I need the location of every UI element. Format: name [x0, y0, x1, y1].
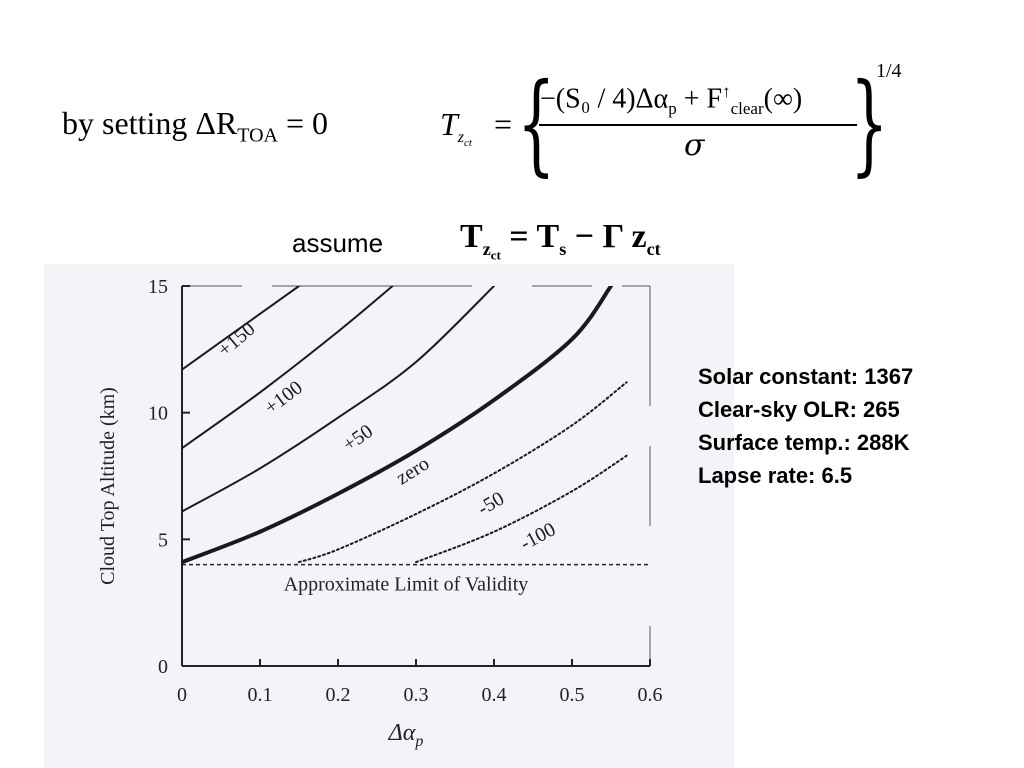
y-tick-label: 10 [148, 403, 168, 425]
y-tick-label: 15 [148, 276, 168, 298]
x-tick-label: 0.4 [482, 684, 507, 706]
equation-exponent: 1/4 [876, 60, 902, 82]
x-tick-label: 0.3 [404, 684, 429, 706]
y-axis-title: Cloud Top Altitude (km) [97, 387, 119, 585]
param-clear-sky-olr: Clear-sky OLR: 265 [698, 397, 900, 422]
x-tick-label: 0.2 [326, 684, 351, 706]
param-lapse-rate: Lapse rate: 6.5 [698, 463, 853, 488]
series-label: zero [392, 452, 433, 489]
condition-text: by setting ΔRTOA = 0 [62, 105, 329, 147]
series-label: -100 [517, 518, 560, 555]
equation-numerator: −(S₀ / 4)Δαp + F↑clear(∞) [540, 82, 803, 118]
cloud-forcing-chart: 0 0.1 0.2 0.3 0.4 0.5 0.6 0 5 10 15 Δαp Cloud Top Al… [97, 276, 663, 750]
left-brace: { [517, 59, 556, 187]
param-surface-temp: Surface temp.: 288K [698, 430, 910, 455]
equation-lhs: Tzct [440, 106, 472, 150]
x-tick-label: 0.6 [638, 684, 663, 706]
figure-scan-background [44, 264, 734, 768]
toa-equation: by setting ΔRTOA = 0 Tzct = { −(S₀ / 4)Δ… [62, 60, 962, 190]
series-label: +50 [339, 420, 377, 456]
equation-denominator: σ [684, 128, 705, 163]
series-line [182, 286, 300, 371]
validity-limit-label: Approximate Limit of Validity [284, 574, 529, 596]
x-axis-title-sub: p [414, 733, 423, 750]
x-tick-label: 0 [177, 684, 187, 706]
series-label: -50 [474, 488, 508, 520]
right-brace: } [850, 59, 889, 187]
series-label: +150 [214, 318, 260, 361]
series-line [182, 286, 613, 565]
y-tick-label: 5 [158, 529, 168, 551]
y-tick-label: 0 [158, 656, 168, 678]
series-line [182, 286, 495, 513]
equals-sign: = [494, 106, 513, 142]
series-line [415, 454, 628, 564]
x-tick-label: 0.5 [560, 684, 585, 706]
fraction-bar [539, 124, 857, 126]
series-label: +100 [261, 377, 307, 419]
assume-label: assume [292, 228, 384, 258]
parameter-list: Solar constant: 1367 Clear-sky OLR: 265 … [698, 360, 913, 492]
param-solar-constant: Solar constant: 1367 [698, 364, 914, 389]
x-tick-label: 0.1 [248, 684, 273, 706]
x-axis-title: Δαp [388, 720, 424, 750]
series-line [182, 286, 394, 450]
lapse-rate-formula: Tzct = Ts − Γ zct [460, 218, 661, 263]
series-line [298, 381, 628, 564]
